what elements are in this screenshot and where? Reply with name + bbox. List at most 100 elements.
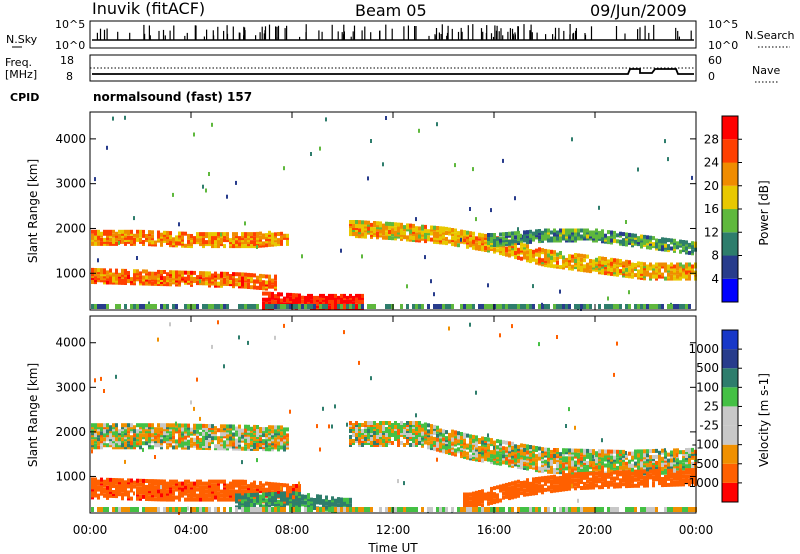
noise-cell [601, 438, 603, 443]
data-cell [511, 441, 514, 446]
data-cell [202, 271, 205, 276]
data-cell [550, 475, 553, 480]
data-cell [547, 447, 550, 452]
data-cell [535, 235, 538, 240]
ground-cell [445, 507, 448, 512]
ground-cell [634, 304, 637, 309]
data-cell [364, 232, 367, 237]
data-cell [151, 281, 154, 286]
ground-cell [301, 304, 304, 309]
data-cell [232, 236, 235, 241]
data-cell [526, 244, 529, 249]
data-cell [403, 233, 406, 238]
data-cell [664, 237, 667, 242]
data-cell [190, 443, 193, 448]
ground-cell [553, 507, 556, 512]
data-cell [511, 445, 514, 450]
ground-cell [124, 507, 127, 512]
data-cell [265, 481, 268, 486]
noise-cell [154, 455, 156, 459]
data-cell [298, 293, 301, 298]
data-cell [133, 433, 136, 438]
data-cell [193, 429, 196, 434]
data-cell [223, 489, 226, 494]
data-cell [562, 473, 565, 478]
data-cell [181, 445, 184, 450]
data-cell [223, 440, 226, 445]
data-cell [613, 266, 616, 271]
ground-cell [388, 304, 391, 309]
ground-cell [469, 507, 472, 512]
data-cell [430, 237, 433, 242]
data-cell [241, 446, 244, 451]
data-cell [451, 451, 454, 456]
data-cell [400, 421, 403, 425]
data-cell [490, 239, 493, 243]
data-cell [187, 493, 190, 498]
data-cell [547, 255, 550, 260]
ground-cell [370, 304, 373, 309]
data-cell [229, 280, 232, 285]
data-cell [283, 427, 286, 432]
ground-cell [442, 304, 445, 309]
data-cell [667, 244, 670, 249]
data-cell [388, 230, 391, 234]
data-cell [169, 423, 172, 428]
ground-cell [568, 507, 571, 512]
data-cell [139, 482, 142, 487]
data-cell [676, 270, 679, 275]
data-cell [220, 279, 223, 284]
data-cell [181, 235, 184, 240]
data-cell [418, 437, 421, 441]
data-cell [592, 263, 595, 268]
data-cell [346, 299, 349, 304]
noise-cell [598, 205, 600, 210]
data-cell [685, 274, 688, 279]
data-cell [265, 243, 268, 248]
data-cell [490, 458, 493, 463]
data-cell [208, 424, 211, 428]
noise-cell [124, 115, 126, 120]
data-cell [199, 479, 202, 484]
data-cell [202, 232, 205, 237]
data-cell [577, 232, 580, 237]
data-cell [220, 493, 223, 498]
data-cell [544, 263, 547, 268]
ground-cell [340, 507, 343, 512]
data-cell [499, 439, 502, 444]
data-cell [268, 301, 271, 306]
data-cell [238, 236, 241, 241]
data-cell [361, 293, 364, 298]
data-cell [556, 256, 559, 261]
data-cell [286, 501, 289, 506]
noise-cell [289, 409, 291, 414]
data-cell [97, 479, 100, 484]
ground-cell [199, 507, 202, 512]
data-cell [583, 254, 586, 259]
data-cell [688, 274, 691, 279]
data-cell [169, 278, 172, 283]
data-cell [610, 455, 613, 460]
data-cell [217, 232, 220, 237]
data-cell [274, 232, 277, 237]
colorbar-segment [722, 255, 738, 279]
data-cell [682, 240, 685, 244]
data-cell [118, 278, 121, 283]
ground-cell [298, 304, 301, 309]
ground-cell [163, 507, 166, 512]
ground-cell [529, 304, 532, 309]
data-cell [676, 274, 679, 279]
data-cell [205, 440, 208, 444]
noise-cell [490, 208, 492, 213]
data-cell [271, 482, 274, 487]
ground-cell [157, 507, 160, 512]
data-cell [613, 238, 616, 243]
data-cell [151, 479, 154, 484]
ground-cell [133, 304, 136, 309]
data-cell [337, 299, 340, 304]
data-cell [571, 228, 574, 233]
data-cell [520, 256, 523, 261]
data-cell [100, 485, 103, 490]
data-cell [595, 238, 598, 243]
data-cell [382, 223, 385, 228]
